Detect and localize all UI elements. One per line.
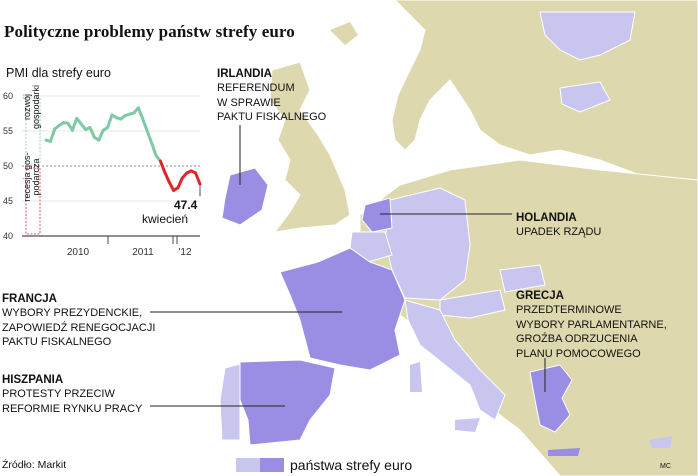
y-tick-label: 50 bbox=[3, 161, 13, 171]
pmi-line-segment bbox=[194, 171, 202, 186]
pmi-line-segment bbox=[150, 141, 158, 157]
country-name-greece: GRECJA bbox=[516, 290, 564, 302]
sardinia bbox=[410, 362, 422, 392]
y-tick-label: 55 bbox=[3, 126, 13, 136]
legend-label: państwa strefy euro bbox=[290, 457, 413, 473]
country-desc-ireland: REFERENDUM W SPRAWIE PAKTU FISKALNEGO bbox=[217, 82, 327, 123]
country-name-ireland: IRLANDIA bbox=[217, 68, 272, 80]
country-name-spain: HISZPANIA bbox=[2, 374, 64, 386]
country-label-ireland: IRLANDIA REFERENDUM W SPRAWIE PAKTU FISK… bbox=[217, 67, 326, 125]
page-title: Polityczne problemy państw strefy euro bbox=[4, 22, 295, 41]
france bbox=[279, 247, 406, 371]
country-name-france: FRANCJA bbox=[2, 293, 57, 305]
y-tick-label: 40 bbox=[3, 231, 13, 241]
country-name-netherlands: HOLANDIA bbox=[516, 212, 577, 224]
country-label-spain: HISZPANIA PROTESTY PRZECIW REFORMIE RYNK… bbox=[2, 373, 142, 416]
pmi-chart: 40 45 50 55 60 2010 2011 '12 bbox=[3, 91, 202, 258]
country-desc-france: WYBORY PREZYDENCKIE, ZAPOWIEDŹ RENEGOCJA… bbox=[2, 307, 156, 348]
cyprus bbox=[650, 436, 672, 448]
scandinavia-land bbox=[391, 0, 698, 181]
pmi-line-segment bbox=[176, 176, 184, 190]
y-tick-label: 45 bbox=[3, 196, 13, 206]
pmi-line-segment bbox=[106, 113, 114, 129]
northern-isles bbox=[330, 22, 358, 45]
crete bbox=[548, 448, 580, 456]
x-tick-label: '12 bbox=[178, 247, 191, 258]
credit: MC bbox=[660, 463, 671, 470]
y-tick-label: 60 bbox=[3, 91, 13, 101]
country-desc-greece: PRZEDTERMINOWE WYBORY PARLAMENTARNE, GRO… bbox=[516, 304, 667, 360]
italy bbox=[404, 299, 506, 421]
country-desc-netherlands: UPADEK RZĄDU bbox=[516, 226, 602, 238]
greece bbox=[529, 364, 573, 433]
pmi-line-segment bbox=[70, 116, 79, 132]
chart-final-value: 47.4 bbox=[174, 198, 198, 212]
belgium bbox=[349, 231, 393, 263]
country-desc-spain: PROTESTY PRZECIW REFORMIE RYNKU PRACY bbox=[2, 388, 143, 415]
country-label-netherlands: HOLANDIA UPADEK RZĄDU bbox=[516, 211, 601, 240]
slovakia bbox=[499, 264, 546, 293]
pmi-line-segment bbox=[97, 128, 105, 142]
pmi-line-segment bbox=[48, 127, 57, 143]
portugal bbox=[219, 363, 241, 441]
source-note: Źródło: Markit bbox=[2, 459, 67, 471]
x-tick-label: 2010 bbox=[67, 247, 90, 258]
pmi-line-segment bbox=[88, 126, 96, 139]
sicily bbox=[455, 418, 480, 432]
chart-final-month: kwiecień bbox=[142, 212, 189, 226]
pmi-line-segment bbox=[141, 117, 149, 133]
finland-land bbox=[539, 11, 636, 61]
pmi-line-segment bbox=[136, 106, 145, 121]
pmi-line-segment bbox=[145, 129, 154, 145]
country-label-france: FRANCJA WYBORY PREZYDENCKIE, ZAPOWIEDŹ R… bbox=[2, 292, 155, 350]
great-britain-land bbox=[269, 61, 351, 233]
pmi-line-segment bbox=[163, 170, 171, 184]
legend-swatch-dark bbox=[260, 458, 284, 472]
netherlands bbox=[361, 197, 393, 233]
estonia-land bbox=[559, 81, 611, 113]
pmi-line-segment bbox=[167, 180, 176, 192]
country-label-greece: GRECJA PRZEDTERMINOWE WYBORY PARLAMENTAR… bbox=[516, 289, 667, 361]
pmi-line-segment bbox=[158, 159, 167, 174]
spain bbox=[237, 359, 336, 446]
chart-axes bbox=[22, 95, 200, 237]
chart-title: PMI dla strefy euro bbox=[6, 66, 111, 80]
legend-swatch-light bbox=[236, 458, 260, 472]
ireland-land bbox=[221, 167, 269, 226]
x-tick-label: 2011 bbox=[132, 247, 154, 258]
